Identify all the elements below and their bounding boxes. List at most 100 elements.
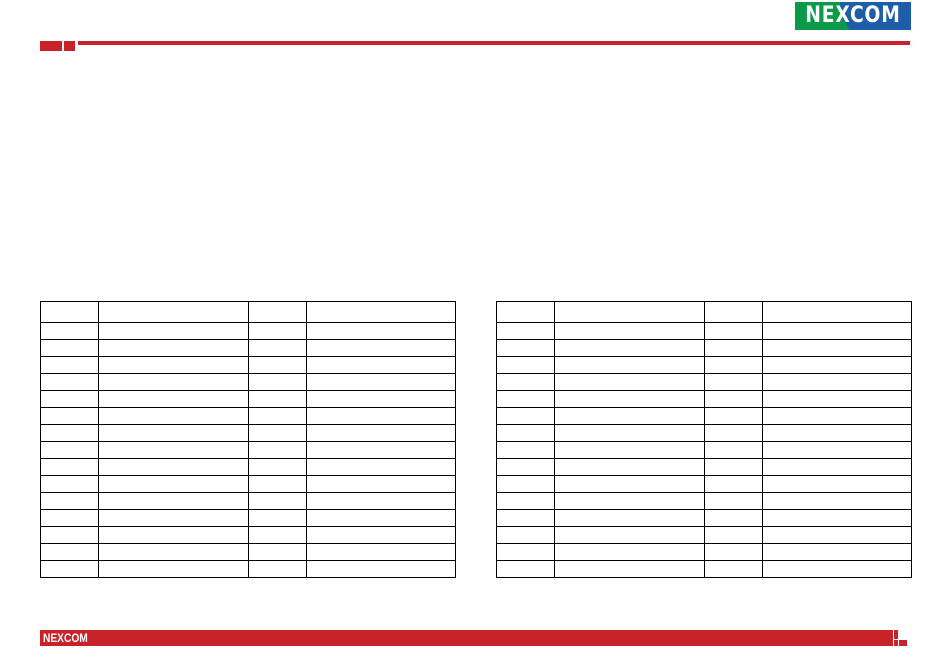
table-cell: [306, 356, 456, 374]
table-cell: [762, 301, 912, 323]
table-cell: [248, 407, 307, 425]
table-cell: [248, 322, 307, 340]
table-row: [40, 373, 456, 391]
table-cell: [762, 373, 912, 391]
table-cell: [98, 492, 249, 510]
table-cell: [554, 441, 705, 459]
table-left: [40, 301, 456, 578]
table-cell: [248, 441, 307, 459]
table-cell: [40, 458, 99, 476]
table-row: [496, 526, 912, 544]
table-cell: [98, 526, 249, 544]
table-row: [496, 560, 912, 578]
table-row: [496, 543, 912, 561]
table-cell: [762, 492, 912, 510]
table-cell: [704, 339, 763, 357]
table-cell: [762, 407, 912, 425]
table-cell: [762, 458, 912, 476]
table-cell: [40, 356, 99, 374]
table-cell: [496, 301, 555, 323]
table-cell: [704, 441, 763, 459]
table-cell: [248, 492, 307, 510]
footer-square-3: [899, 640, 907, 646]
table-cell: [496, 509, 555, 527]
table-cell: [704, 560, 763, 578]
footer-bar: NEXCOM: [40, 630, 893, 646]
table-cell: [554, 407, 705, 425]
table-cell: [496, 390, 555, 408]
table-cell: [704, 390, 763, 408]
table-cell: [40, 322, 99, 340]
table-cell: [98, 475, 249, 493]
table-cell: [496, 441, 555, 459]
table-cell: [248, 560, 307, 578]
table-cell: [98, 407, 249, 425]
table-row: [496, 492, 912, 510]
table-cell: [40, 339, 99, 357]
table-row: [496, 407, 912, 425]
table-cell: [762, 509, 912, 527]
table-cell: [306, 424, 456, 442]
table-cell: [40, 560, 99, 578]
table-cell: [554, 424, 705, 442]
table-row: [40, 407, 456, 425]
table-cell: [704, 475, 763, 493]
table-cell: [40, 543, 99, 561]
table-cell: [306, 339, 456, 357]
table-cell: [496, 322, 555, 340]
table-cell: [248, 458, 307, 476]
table-cell: [40, 390, 99, 408]
table-cell: [306, 458, 456, 476]
table-cell: [554, 373, 705, 391]
table-cell: [496, 339, 555, 357]
table-cell: [554, 356, 705, 374]
table-row: [40, 526, 456, 544]
table-row: [496, 339, 912, 357]
table-cell: [98, 543, 249, 561]
table-cell: [554, 339, 705, 357]
table-row: [40, 390, 456, 408]
table-cell: [554, 560, 705, 578]
table-cell: [762, 543, 912, 561]
table-cell: [98, 560, 249, 578]
table-header-row: [496, 301, 912, 323]
table-cell: [496, 407, 555, 425]
table-cell: [98, 356, 249, 374]
table-cell: [306, 560, 456, 578]
table-cell: [98, 322, 249, 340]
table-cell: [762, 390, 912, 408]
table-row: [40, 509, 456, 527]
table-cell: [248, 390, 307, 408]
table-cell: [306, 390, 456, 408]
table-row: [496, 475, 912, 493]
table-row: [496, 356, 912, 374]
table-cell: [248, 356, 307, 374]
table-cell: [554, 458, 705, 476]
table-cell: [40, 509, 99, 527]
table-cell: [306, 509, 456, 527]
table-cell: [496, 475, 555, 493]
table-cell: [496, 526, 555, 544]
table-row: [40, 475, 456, 493]
table-cell: [554, 526, 705, 544]
table-cell: [704, 301, 763, 323]
table-row: [40, 441, 456, 459]
table-cell: [248, 301, 307, 323]
table-cell: [704, 322, 763, 340]
table-cell: [554, 390, 705, 408]
table-row: [40, 424, 456, 442]
table-cell: [496, 424, 555, 442]
table-cell: [762, 322, 912, 340]
table-cell: [762, 339, 912, 357]
table-cell: [704, 492, 763, 510]
table-cell: [762, 526, 912, 544]
table-cell: [98, 339, 249, 357]
table-cell: [306, 475, 456, 493]
table-cell: [554, 475, 705, 493]
table-cell: [704, 509, 763, 527]
table-cell: [40, 373, 99, 391]
table-cell: [704, 543, 763, 561]
table-cell: [704, 458, 763, 476]
table-row: [496, 424, 912, 442]
table-cell: [496, 560, 555, 578]
